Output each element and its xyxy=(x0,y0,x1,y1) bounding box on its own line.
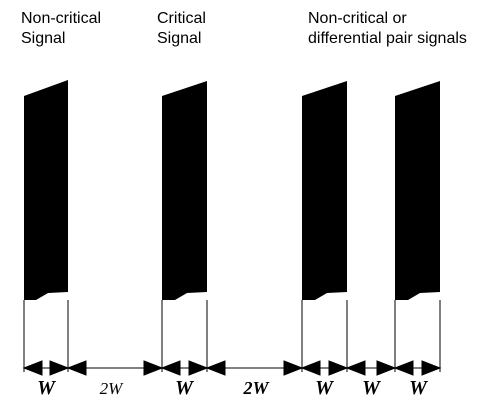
dimension-arrow-w4 xyxy=(393,360,442,376)
critical-signal-label-line2: Signal xyxy=(157,30,202,47)
dimension-label-w2: W xyxy=(175,377,194,399)
trace-critical xyxy=(162,81,207,300)
differential-pair-label: Non-critical or differential pair signal… xyxy=(308,9,467,49)
differential-pair-label-line2: differential pair signals xyxy=(308,30,467,47)
dimension-label-gap1: 2W xyxy=(100,379,125,398)
trace-pair-1 xyxy=(302,81,347,300)
critical-signal-label-line1: Critical xyxy=(157,10,206,27)
trace-noncritical xyxy=(24,80,68,300)
noncritical-signal-label-line1: Non-critical xyxy=(21,10,102,27)
dimension-arrows xyxy=(22,360,442,376)
dimension-arrow-gap2 xyxy=(205,360,304,376)
noncritical-signal-label-line2: Signal xyxy=(21,30,66,47)
differential-pair-label-line1: Non-critical or xyxy=(308,10,407,27)
dimension-arrow-gap1 xyxy=(66,360,164,376)
dimension-label-gap3: W xyxy=(362,377,381,399)
dimension-arrow-gap3 xyxy=(345,360,397,376)
critical-signal-label: Critical Signal xyxy=(157,9,206,49)
dimension-arrow-w3 xyxy=(300,360,349,376)
dimension-arrow-w2 xyxy=(160,360,209,376)
dimension-labels: W 2W W 2W W W W xyxy=(37,377,428,399)
dimension-label-w3: W xyxy=(315,377,334,399)
dimension-arrow-w1 xyxy=(22,360,70,376)
noncritical-signal-label: Non-critical Signal xyxy=(21,9,101,49)
dimension-label-gap2: 2W xyxy=(242,378,270,398)
traces xyxy=(24,80,440,300)
trace-pair-2 xyxy=(395,81,440,300)
dimension-label-w1: W xyxy=(37,377,56,399)
extension-lines xyxy=(23,300,441,372)
dimension-label-w4: W xyxy=(409,377,428,399)
